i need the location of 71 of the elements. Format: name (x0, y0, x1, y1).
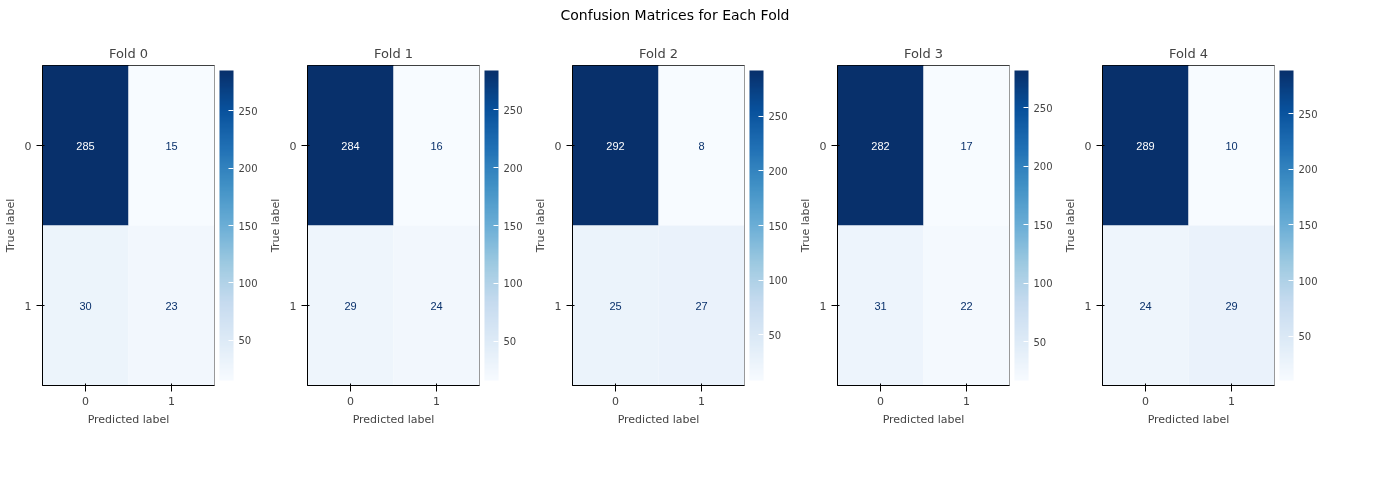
data-label: 31 (874, 299, 887, 312)
chart-title: Fold 0 (108, 45, 149, 61)
color-bar-label: 100 (238, 277, 258, 289)
data-label: 284 (341, 139, 360, 152)
color-bar-label: 200 (238, 163, 258, 175)
y-axis-title: True label (268, 198, 282, 254)
data-label: 285 (76, 139, 95, 152)
color-bar-label: 50 (1033, 336, 1047, 348)
data-label: 29 (1225, 299, 1238, 312)
x-tick-label: 0 (347, 394, 354, 408)
color-bar-label: 200 (1033, 161, 1053, 173)
chart-title: Fold 2 (638, 45, 679, 61)
color-bar-label: 100 (1298, 275, 1318, 287)
data-label: 22 (960, 299, 973, 312)
x-tick-label: 0 (1142, 394, 1149, 408)
y-axis-title: True label (798, 198, 812, 254)
data-label: 10 (1225, 139, 1238, 152)
data-label: 17 (960, 139, 973, 152)
x-tick-label: 1 (168, 394, 175, 408)
data-label: 292 (606, 139, 625, 152)
data-label: 16 (430, 139, 443, 152)
x-axis-title: Predicted label (352, 412, 435, 426)
color-bar-label: 200 (1298, 164, 1318, 176)
data-label: 8 (698, 139, 705, 152)
color-bar-label: 50 (238, 335, 252, 347)
data-label: 25 (609, 299, 622, 312)
color-bar-label: 150 (768, 220, 788, 232)
data-label: 27 (695, 299, 708, 312)
y-axis-title: True label (1063, 198, 1077, 254)
color-bar-label: 150 (238, 220, 258, 232)
chart-title: Fold 4 (1168, 45, 1209, 61)
chart-title: Fold 1 (373, 45, 414, 61)
x-axis-title: Predicted label (87, 412, 170, 426)
x-tick-label: 0 (82, 394, 89, 408)
color-bar-label: 250 (1033, 102, 1053, 114)
data-label: 23 (165, 299, 178, 312)
chart-title: Fold 3 (903, 45, 944, 61)
x-axis-title: Predicted label (1147, 412, 1230, 426)
data-label: 282 (871, 139, 890, 152)
color-bar-label: 50 (503, 336, 517, 348)
color-bar-label: 50 (1298, 331, 1312, 343)
color-bar-label: 100 (503, 278, 523, 290)
color-bar-label: 250 (238, 105, 258, 117)
color-bar-label: 250 (503, 104, 523, 116)
y-axis-title: True label (3, 198, 17, 254)
color-bar-label: 100 (768, 275, 788, 287)
data-label: 24 (1139, 299, 1152, 312)
x-axis-title: Predicted label (882, 412, 965, 426)
color-bar-label: 200 (503, 162, 523, 174)
color-bar-label: 150 (1033, 219, 1053, 231)
text: Confusion Matrices for Each Fold (559, 6, 791, 25)
color-bar-label: 50 (768, 329, 782, 341)
data-label: 15 (165, 139, 178, 152)
x-tick-label: 1 (433, 394, 440, 408)
x-axis-title: Predicted label (617, 412, 700, 426)
x-tick-label: 1 (963, 394, 970, 408)
color-bar-label: 250 (1298, 108, 1318, 120)
x-tick-label: 0 (612, 394, 619, 408)
data-label: 30 (79, 299, 92, 312)
color-bar-label: 200 (768, 165, 788, 177)
data-label: 24 (430, 299, 443, 312)
data-label: 29 (344, 299, 357, 312)
y-axis-title: True label (533, 198, 547, 254)
color-bar-label: 100 (1033, 278, 1053, 290)
x-tick-label: 0 (877, 394, 884, 408)
color-bar-label: 150 (503, 220, 523, 232)
x-tick-label: 1 (1228, 394, 1235, 408)
data-label: 289 (1136, 139, 1155, 152)
color-bar-label: 250 (768, 111, 788, 123)
x-tick-label: 1 (698, 394, 705, 408)
color-bar-label: 150 (1298, 219, 1318, 231)
